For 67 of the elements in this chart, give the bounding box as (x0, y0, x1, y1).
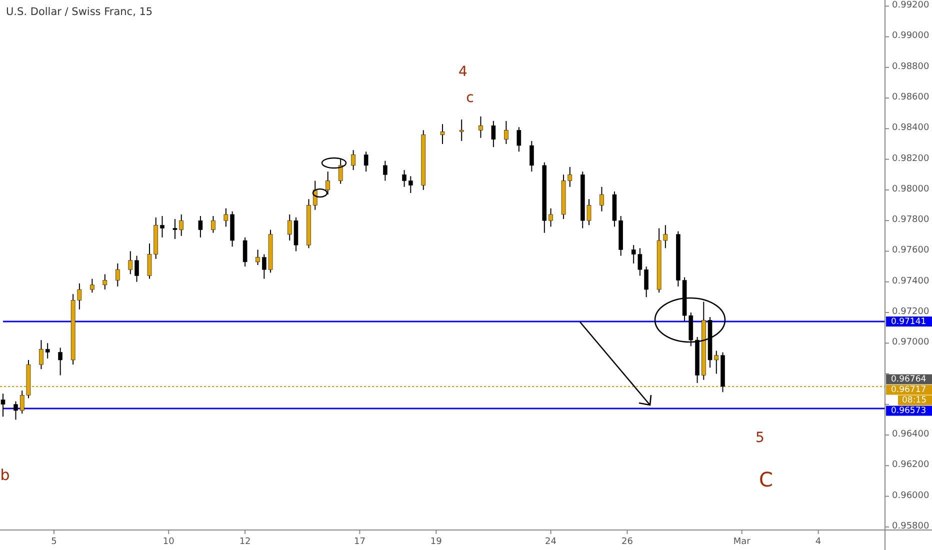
x-tick-label: 17 (354, 537, 366, 547)
candlestick (548, 208, 553, 228)
candlestick (160, 215, 164, 238)
x-tick-label: 26 (621, 537, 634, 547)
candlestick (326, 171, 330, 196)
annotation: b (0, 466, 10, 484)
candlestick (45, 342, 50, 359)
candlestick (600, 186, 604, 212)
y-tick-label: 0.99200 (892, 0, 930, 11)
candlestick (0, 393, 6, 418)
y-tick-label: 0.97000 (892, 338, 930, 348)
candlestick (491, 120, 496, 148)
candlestick (408, 176, 413, 194)
x-tick-label: 4 (815, 537, 822, 547)
candlestick (402, 170, 406, 188)
candlestick (102, 274, 108, 290)
y-tick-label: 0.98400 (892, 123, 930, 134)
text: 0.96764 (891, 374, 926, 385)
candlestick (440, 124, 445, 144)
annotation: 4 (458, 64, 468, 80)
x-tick-label: 10 (162, 537, 175, 547)
candlestick (134, 255, 139, 282)
x-tick-label: Mar (733, 537, 751, 547)
y-tick-label: 0.95800 (892, 521, 930, 532)
candlestick (364, 151, 368, 172)
candlestick (530, 140, 534, 172)
candlestick (459, 118, 464, 142)
y-tick-label: 0.96400 (892, 429, 930, 440)
candlestick (383, 160, 388, 182)
candlestick (338, 158, 343, 184)
y-tick-label: 0.97400 (892, 276, 930, 286)
candlestick (90, 278, 94, 294)
y-tick-label: 0.99000 (892, 31, 930, 42)
ref-line-label: 0.97141 (891, 316, 926, 327)
candlestick (478, 116, 483, 138)
y-tick-label: 0.97200 (892, 306, 930, 317)
y-tick-label: 0.98800 (892, 62, 930, 72)
y-tick-label: 0.96200 (892, 460, 930, 470)
candlestick (116, 262, 120, 287)
candlestick (14, 400, 18, 420)
candlestick (58, 347, 62, 376)
annotation: 5 (756, 430, 764, 446)
y-tick-label: 0.97600 (892, 246, 930, 256)
candlestick (516, 126, 522, 152)
text: 08:15 (902, 396, 926, 406)
x-tick-label: 5 (51, 537, 57, 547)
y-tick-label: 0.98200 (892, 154, 930, 164)
candlestick (211, 215, 216, 234)
y-tick-label: 0.98600 (892, 92, 930, 103)
y-tick-label: 0.96000 (892, 490, 930, 501)
candlestick (39, 340, 44, 370)
x-tick-label: 12 (239, 537, 251, 547)
candlestick (242, 236, 248, 268)
x-tick-label: 24 (545, 537, 557, 547)
ref-line-label: 0.96717 (891, 385, 926, 396)
y-tick-label: 0.97800 (892, 215, 930, 226)
y-tick-label: 0.98000 (892, 184, 930, 194)
annotation: C (759, 467, 773, 492)
candlestick (198, 215, 203, 238)
candlestick (128, 250, 133, 275)
candlestick (504, 120, 508, 144)
ref-line-label: 0.96573 (891, 406, 926, 416)
candlestick (256, 249, 260, 266)
candlestick (351, 150, 356, 171)
text: U.S. Dollar / Swiss Franc, 15 (6, 6, 153, 18)
x-tick-label: 19 (430, 537, 442, 547)
annotation: c (466, 90, 474, 106)
